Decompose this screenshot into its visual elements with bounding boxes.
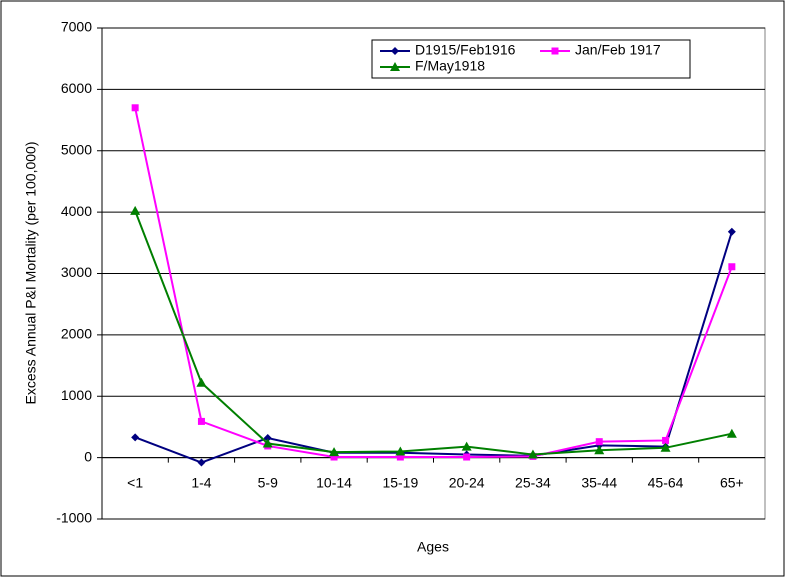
data-point	[662, 436, 670, 444]
legend-marker	[390, 62, 400, 71]
x-tick-label: 20-24	[449, 475, 485, 491]
data-point	[461, 441, 472, 451]
x-tick-label: 25-34	[515, 475, 551, 491]
x-tick-label: 45-64	[648, 475, 684, 491]
x-tick-label: 65+	[720, 475, 744, 491]
data-point	[395, 446, 406, 456]
legend-marker	[391, 47, 399, 55]
series-line	[134, 210, 733, 456]
legend-label: F/May1918	[415, 58, 485, 74]
y-tick-label: 2000	[61, 326, 92, 342]
data-point	[197, 458, 206, 467]
data-point	[130, 205, 141, 215]
x-tick-label: 10-14	[316, 475, 352, 491]
legend-box	[371, 39, 691, 79]
data-point	[595, 438, 603, 446]
data-point	[262, 438, 273, 448]
y-tick-label: -1000	[56, 510, 92, 526]
y-tick-label: 3000	[61, 264, 92, 280]
data-point	[727, 227, 736, 236]
x-tick-label: 1-4	[191, 475, 211, 491]
data-point	[131, 433, 140, 442]
data-point	[329, 447, 340, 457]
data-point	[527, 449, 538, 459]
data-point	[330, 453, 338, 461]
data-point	[196, 377, 207, 387]
data-point	[197, 417, 205, 425]
y-tick-label: 1000	[61, 387, 92, 403]
y-tick-label: 6000	[61, 80, 92, 96]
legend-label: D1915/Feb1916	[415, 42, 516, 58]
x-axis-label: Ages	[417, 539, 449, 555]
x-tick-label: 35-44	[581, 475, 617, 491]
series-line	[134, 107, 733, 459]
data-point	[726, 428, 737, 438]
data-point	[594, 445, 605, 455]
x-tick-label: 15-19	[382, 475, 418, 491]
data-point	[660, 442, 671, 452]
y-tick-label: 0	[84, 448, 92, 464]
y-tick-label: 5000	[61, 141, 92, 157]
series-line	[134, 231, 733, 464]
data-point	[463, 453, 471, 461]
legend-marker	[551, 47, 559, 55]
y-axis-label: Excess Annual P&I Mortality (per 100,000…	[23, 141, 39, 404]
data-point	[263, 433, 272, 442]
y-tick-label: 4000	[61, 203, 92, 219]
y-tick-label: 7000	[61, 19, 92, 35]
data-point	[728, 263, 736, 271]
data-point	[396, 453, 404, 461]
x-tick-label: <1	[127, 475, 143, 491]
x-tick-label: 5-9	[258, 475, 278, 491]
legend-label: Jan/Feb 1917	[575, 42, 661, 58]
data-point	[131, 104, 139, 112]
